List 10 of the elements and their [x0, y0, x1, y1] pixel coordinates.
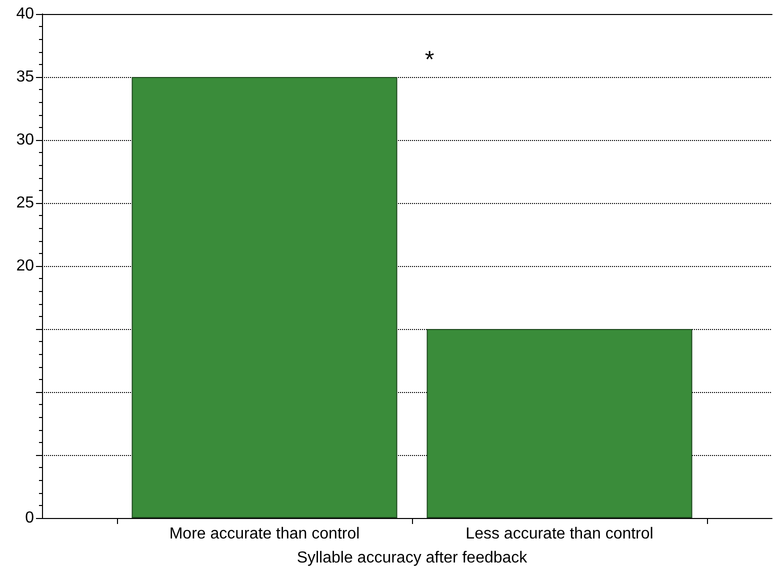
y-tick-label: 40 — [16, 6, 34, 22]
y-tick-label: 30 — [16, 132, 34, 148]
y-tick-label: 35 — [16, 68, 34, 86]
x-tick-label: Less accurate than control — [466, 526, 654, 542]
x-axis-title: Syllable accuracy after feedback — [296, 550, 528, 566]
y-tick-label: 0 — [25, 510, 34, 526]
y-tick-label: 25 — [16, 194, 34, 212]
x-tick-label: More accurate than control — [169, 526, 360, 542]
y-tick-label: 20 — [16, 258, 34, 274]
annotation: * — [424, 46, 434, 74]
